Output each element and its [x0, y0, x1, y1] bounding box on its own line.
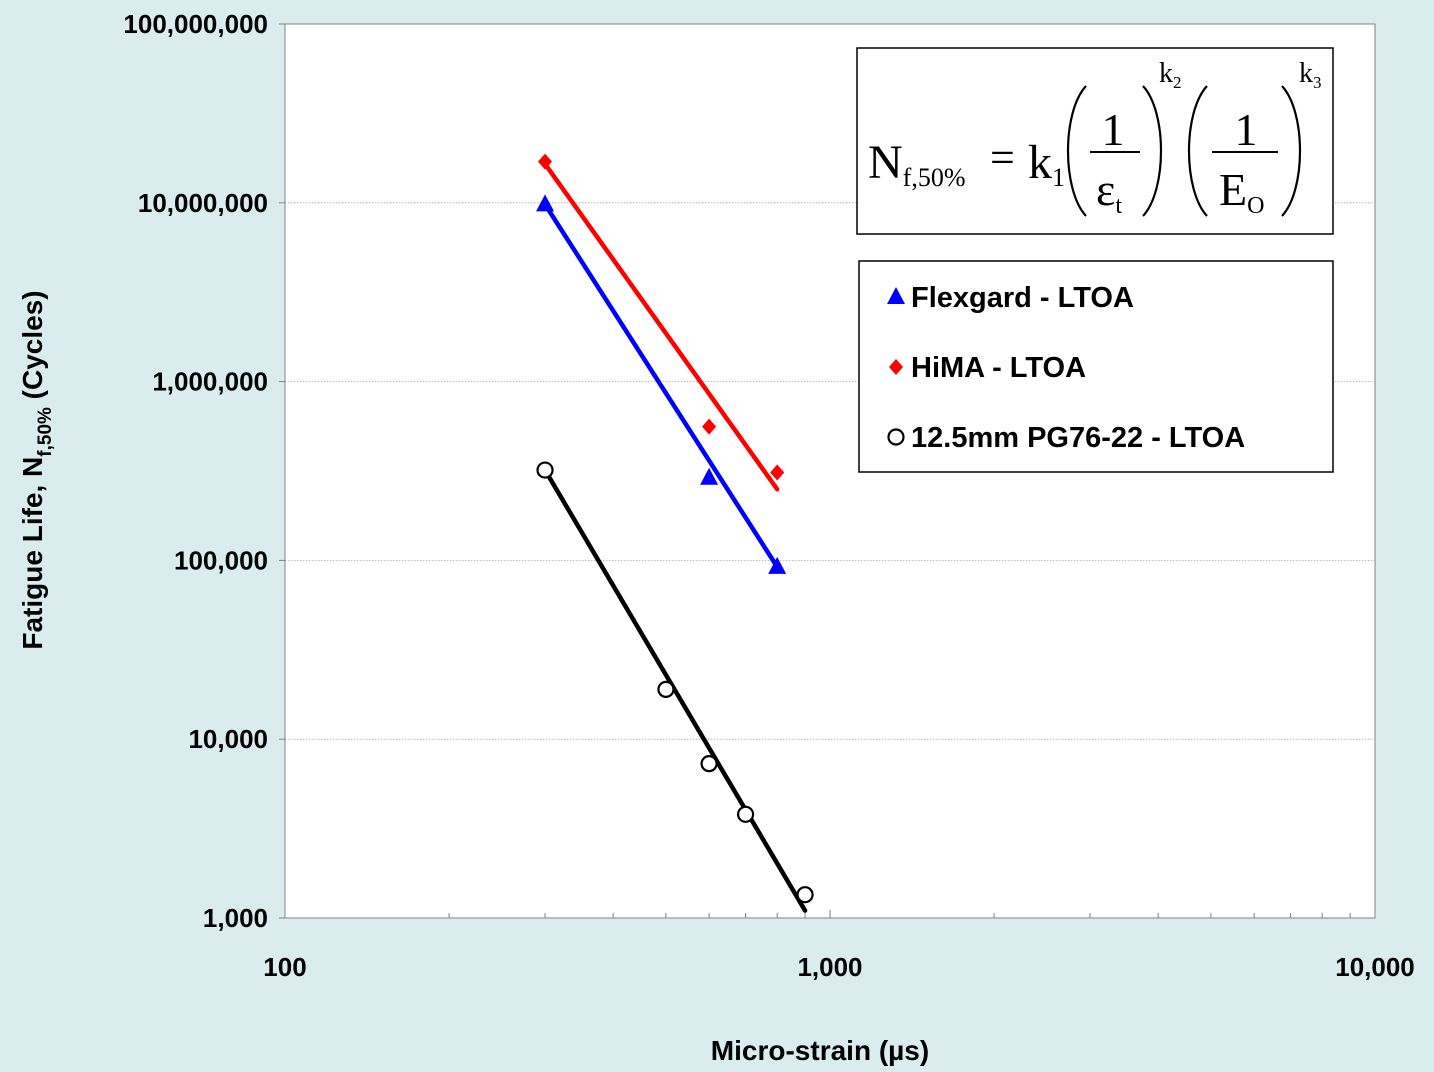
legend-frame [858, 260, 1334, 473]
equation-numerator-2: 1 [1235, 104, 1258, 155]
data-point-circle [736, 805, 755, 823]
y-tick-label: 1,000,000 [152, 367, 268, 397]
series-1 [538, 153, 785, 492]
y-axis-title-suffix: (Cycles) [17, 290, 48, 407]
legend-item: HiMA - LTOA [889, 352, 1086, 384]
data-point-circle [700, 755, 718, 773]
legend-label: Flexgard - LTOA [911, 282, 1134, 314]
equation-right-paren-2 [1281, 85, 1301, 217]
data-point-circle [657, 680, 675, 698]
y-tick-label: 1,000 [203, 903, 268, 933]
trendline [542, 202, 780, 570]
equation-left-paren-2 [1188, 85, 1208, 217]
y-tick-label: 100,000,000 [123, 9, 268, 39]
equation-left-paren-1 [1067, 85, 1087, 217]
legend-item: Flexgard - LTOA [887, 282, 1134, 314]
data-point-triangle [536, 194, 555, 212]
x-tick-label: 100 [263, 952, 306, 982]
x-axis-title: Micro-strain (µs) [711, 1035, 929, 1066]
data-point-circle [796, 886, 814, 904]
x-tick-labels: 100 1,000 10,000 [263, 952, 1414, 982]
series-layer [536, 153, 814, 913]
data-point-triangle [700, 467, 719, 485]
y-tick-labels: 1,000 10,000 100,000 1,000,000 10,000,000 100… [123, 9, 268, 933]
legend-items: Flexgard - LTOA HiMA - LTOA 12.5mm PG76-22… [887, 282, 1245, 454]
y-tick-label: 100,000 [174, 545, 268, 575]
y-axis-title-subscript: f,50% [35, 407, 56, 457]
data-point-diamond [538, 153, 553, 170]
data-point-diamond [702, 418, 717, 435]
data-point-triangle [887, 287, 905, 304]
equation-exponent-2: k3 [1299, 58, 1322, 92]
data-point-circle [887, 428, 905, 446]
y-tick-label: 10,000 [188, 724, 268, 754]
equation-equals: = [990, 133, 1015, 182]
x-minor-ticks [448, 913, 1351, 918]
data-point-circle [536, 461, 554, 479]
equation-k1: k1 [1028, 136, 1065, 192]
data-point-diamond [770, 464, 785, 481]
x-tick-label: 1,000 [797, 952, 862, 982]
data-point-triangle [768, 556, 787, 574]
equation-right-paren-1 [1142, 85, 1162, 217]
equation-exponent-1: k2 [1159, 58, 1182, 92]
data-point-diamond [889, 359, 903, 375]
legend-label: HiMA - LTOA [911, 352, 1086, 384]
trendline [542, 467, 808, 913]
equation-lhs: Nf,50% [868, 136, 966, 192]
legend-label: 12.5mm PG76-22 - LTOA [911, 422, 1245, 454]
equation-denominator-2: EO [1219, 164, 1264, 219]
equation-box: Nf,50% = k1 1 εt k2 1 EO k3 [856, 47, 1334, 235]
equation-box-frame [856, 47, 1334, 235]
y-tick-label: 10,000,000 [138, 188, 268, 218]
equation-numerator-1: 1 [1102, 104, 1125, 155]
y-axis-title-prefix: Fatigue Life, N [17, 457, 48, 650]
trendline [542, 161, 780, 492]
series-2 [536, 461, 814, 913]
series-0 [536, 194, 787, 574]
legend-item: 12.5mm PG76-22 - LTOA [887, 422, 1245, 454]
y-axis-title: Fatigue Life, Nf,50% (Cycles) [17, 290, 56, 649]
x-tick-label: 10,000 [1335, 952, 1415, 982]
equation-denominator-1: εt [1096, 164, 1122, 219]
legend: Flexgard - LTOA HiMA - LTOA 12.5mm PG76-22… [858, 260, 1334, 473]
grid [279, 23, 1376, 919]
